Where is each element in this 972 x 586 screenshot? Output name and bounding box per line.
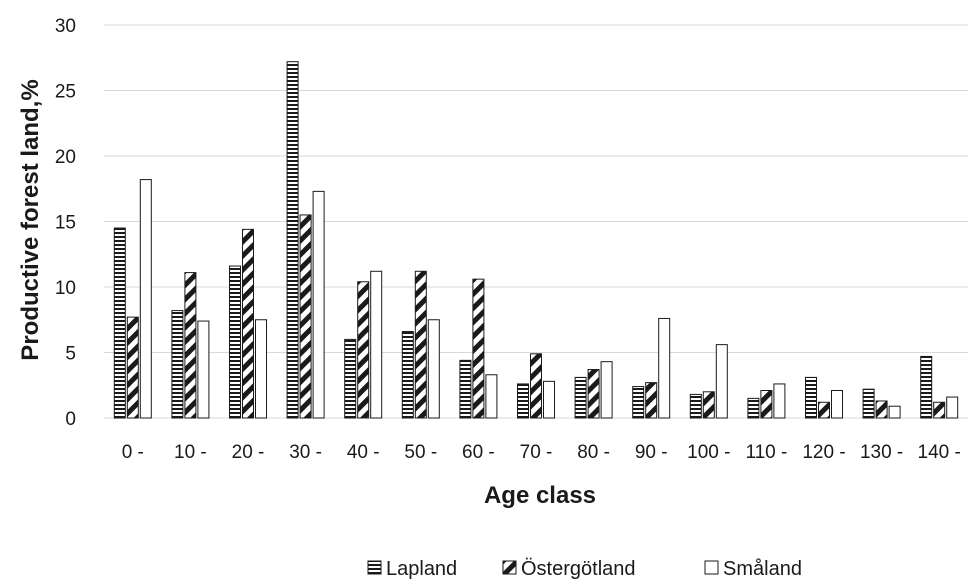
- x-tick-label: 50 -: [404, 442, 437, 463]
- bar-lapland-9: [632, 386, 645, 419]
- legend-swatch-lapland: [367, 560, 382, 575]
- x-tick-label: 130 -: [860, 442, 903, 463]
- y-tick-label: 30: [55, 16, 76, 37]
- x-tick-label: 40 -: [347, 442, 380, 463]
- x-tick-label: 10 -: [174, 442, 207, 463]
- bar-lapland-13: [862, 388, 875, 419]
- legend-label: Lapland: [386, 558, 457, 580]
- bar-lapland-0: [113, 227, 126, 419]
- bar-östergötland-12: [818, 401, 830, 419]
- bar-östergötland-13: [875, 400, 888, 419]
- bar-småland-5: [427, 319, 440, 419]
- y-axis-title: Productive forest land,%: [17, 79, 44, 360]
- legend: Lapland Östergötland Småland: [367, 558, 802, 580]
- bar-småland-4: [370, 270, 383, 419]
- bar-lapland-11: [747, 397, 760, 419]
- bar-småland-7: [543, 380, 555, 419]
- bar-lapland-2: [229, 265, 241, 419]
- bar-östergötland-2: [242, 228, 254, 419]
- bar-östergötland-14: [933, 401, 946, 419]
- x-tick-label: 110 -: [745, 442, 787, 463]
- y-tick-label: 5: [65, 344, 76, 365]
- bar-småland-14: [946, 396, 959, 419]
- bar-östergötland-10: [702, 391, 715, 419]
- x-axis-title: Age class: [484, 482, 596, 509]
- x-tick-label: 70 -: [520, 442, 553, 463]
- bar-småland-12: [831, 389, 843, 419]
- y-tick-label: 10: [55, 278, 76, 299]
- bar-östergötland-6: [472, 278, 485, 419]
- bar-lapland-10: [689, 393, 702, 419]
- bar-östergötland-8: [587, 369, 600, 419]
- bar-lapland-4: [344, 338, 357, 419]
- x-tick-label: 100 -: [687, 442, 730, 463]
- bar-småland-10: [715, 344, 728, 419]
- bar-östergötland-11: [760, 389, 773, 419]
- bar-småland-9: [658, 317, 671, 419]
- bar-småland-13: [888, 405, 901, 419]
- bar-östergötland-4: [357, 281, 370, 419]
- y-tick-label: 20: [55, 147, 76, 168]
- x-tick-label: 120 -: [802, 442, 845, 463]
- bar-östergötland-5: [414, 270, 427, 419]
- bar-småland-6: [485, 374, 498, 419]
- legend-swatch-östergötland: [502, 560, 517, 575]
- bar-lapland-12: [805, 376, 817, 419]
- legend-label: Småland: [723, 558, 802, 580]
- bar-småland-0: [139, 179, 152, 419]
- bar-lapland-14: [920, 355, 933, 419]
- x-tick-label: 0 -: [122, 442, 144, 463]
- bars: [113, 61, 959, 419]
- bar-småland-1: [197, 320, 210, 419]
- bar-östergötland-9: [645, 382, 658, 419]
- y-axis-ticks: 0 5 10 15 20 25 30: [55, 16, 76, 430]
- bar-östergötland-3: [299, 214, 312, 419]
- bar-lapland-6: [459, 359, 472, 419]
- y-tick-label: 15: [55, 213, 76, 234]
- bar-lapland-7: [517, 383, 529, 419]
- bar-lapland-3: [286, 61, 299, 419]
- bar-småland-11: [773, 383, 786, 419]
- x-tick-label: 80 -: [577, 442, 610, 463]
- y-tick-label: 25: [55, 82, 76, 103]
- x-tick-label: 30 -: [289, 442, 322, 463]
- bar-småland-2: [255, 319, 267, 419]
- legend-label: Östergötland: [521, 558, 636, 580]
- bar-lapland-1: [171, 310, 184, 419]
- legend-swatch-småland: [704, 560, 719, 575]
- x-tick-label: 140 -: [918, 442, 961, 463]
- x-tick-label: 90 -: [635, 442, 668, 463]
- bar-lapland-8: [574, 376, 587, 419]
- bar-småland-3: [312, 190, 325, 419]
- bar-östergötland-1: [184, 272, 197, 419]
- x-tick-label: 20 -: [232, 442, 265, 463]
- x-axis-ticks: 0 - 10 - 20 - 30 - 40 - 50 - 60 - 70 - 80 - 90 - 1…: [122, 442, 961, 463]
- bar-östergötland-7: [530, 353, 542, 419]
- y-tick-label: 0: [65, 409, 76, 430]
- bar-lapland-5: [401, 331, 414, 419]
- bar-östergötland-0: [126, 316, 139, 419]
- x-tick-label: 60 -: [462, 442, 495, 463]
- bar-småland-8: [600, 361, 613, 419]
